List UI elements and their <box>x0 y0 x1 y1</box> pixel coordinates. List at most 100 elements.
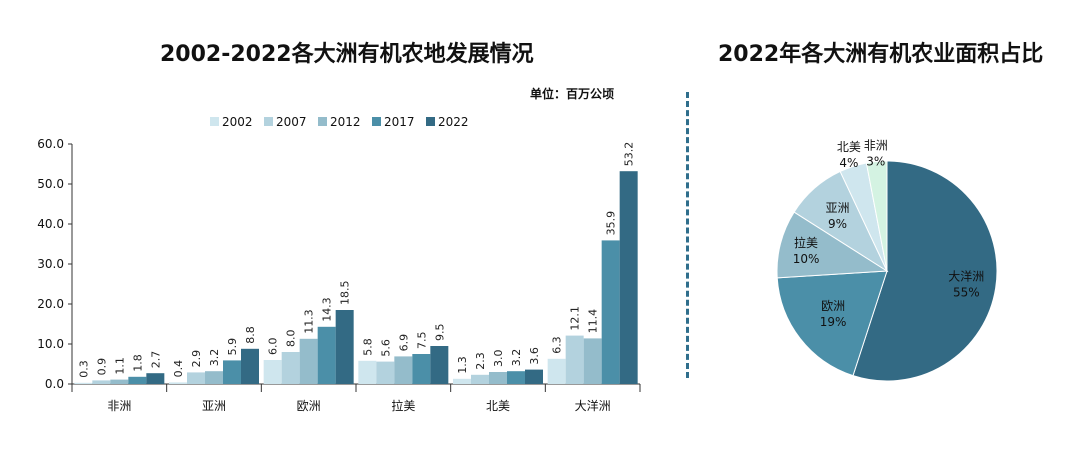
bar <box>430 346 449 384</box>
legend-label: 2002 <box>222 115 253 129</box>
legend-label: 2007 <box>276 115 307 129</box>
pie-slice-percent: 9% <box>828 217 847 231</box>
bar-data-label: 14.3 <box>321 297 334 322</box>
bar-data-label: 5.6 <box>379 339 392 357</box>
y-tick-label: 60.0 <box>37 137 64 151</box>
bar-data-label: 5.9 <box>226 338 239 356</box>
bar-data-label: 1.1 <box>113 357 126 375</box>
bar-data-label: 3.2 <box>510 349 523 367</box>
bar <box>92 380 111 384</box>
bar-data-label: 11.4 <box>587 309 600 334</box>
bar-data-label: 12.1 <box>569 306 582 331</box>
bar <box>394 356 413 384</box>
x-category-label: 亚洲 <box>202 399 226 413</box>
x-category-label: 非洲 <box>107 399 131 413</box>
bar <box>317 326 336 384</box>
bar-data-label: 3.6 <box>528 347 541 365</box>
legend-swatch <box>318 117 327 126</box>
y-tick-label: 20.0 <box>37 297 64 311</box>
bar <box>601 240 620 384</box>
pie-slice-label: 大洋洲 <box>948 269 984 284</box>
pie-slice-percent: 10% <box>793 252 820 266</box>
bar-data-label: 5.8 <box>361 338 374 356</box>
bar <box>205 371 223 384</box>
bar <box>187 372 205 384</box>
bar-data-label: 6.3 <box>551 336 564 354</box>
bar <box>489 372 507 384</box>
bar-data-label: 1.3 <box>456 356 469 374</box>
bar-chart-title: 2002-2022各大洲有机农地发展情况 <box>160 42 534 67</box>
bar-chart: 0.0 10.0 20.0 30.0 40.0 50.0 60.0 0.3 0.9 1.1 1.8 2… <box>37 115 641 413</box>
bar-data-label: 9.5 <box>433 324 446 342</box>
bar <box>74 382 93 384</box>
pie-slice-percent: 55% <box>953 286 980 300</box>
bar-data-label: 0.9 <box>95 358 108 376</box>
bar-data-label: 53.2 <box>623 142 636 167</box>
bar-data-label: 35.9 <box>605 211 618 236</box>
chart-divider <box>686 92 689 378</box>
pie-slice <box>852 160 998 382</box>
legend-label: 2017 <box>384 115 415 129</box>
y-tick-label: 50.0 <box>37 177 64 191</box>
bar-data-label: 18.5 <box>339 281 352 306</box>
y-tick-label: 30.0 <box>37 257 64 271</box>
bar <box>146 373 165 384</box>
bar <box>223 360 241 384</box>
pie-chart: 大洋洲 55% 欧洲 19% 拉美 10% 亚洲 9% 北美 4% 非洲 3% <box>776 139 998 382</box>
pie-slice <box>776 270 888 377</box>
bar <box>619 171 638 384</box>
legend-swatch <box>426 117 435 126</box>
bar <box>263 360 282 384</box>
pie-slice-label: 欧洲 <box>821 299 845 313</box>
bar-data-label: 3.0 <box>492 350 505 368</box>
bar <box>335 310 354 384</box>
bar-data-label: 2.7 <box>149 351 162 369</box>
x-category-label: 北美 <box>486 399 510 413</box>
bar <box>547 358 566 384</box>
bar-data-label: 3.2 <box>208 349 221 367</box>
bar-data-label: 2.3 <box>474 352 487 370</box>
bar <box>412 354 431 384</box>
bar-data-label: 11.3 <box>303 309 316 334</box>
bar <box>299 338 318 384</box>
bar <box>376 361 395 384</box>
pie-slice <box>865 160 888 272</box>
bar <box>281 352 300 384</box>
pie-slice-label: 拉美 <box>794 235 818 250</box>
bar-data-label: 2.9 <box>190 350 203 368</box>
x-category-label: 欧洲 <box>297 399 321 413</box>
bar-data-label: 7.5 <box>415 332 428 350</box>
bar <box>169 382 187 384</box>
unit-label: 单位：百万公顷 <box>530 87 615 101</box>
legend-swatch <box>372 117 381 126</box>
bar <box>358 360 377 384</box>
pie-slice-label: 非洲 <box>864 139 888 153</box>
bar <box>453 378 471 384</box>
y-tick-label: 10.0 <box>37 337 64 351</box>
bar-data-label: 1.8 <box>131 354 144 372</box>
bar <box>507 371 525 384</box>
bar-data-label: 8.8 <box>244 326 257 344</box>
bar-data-label: 6.9 <box>397 334 410 352</box>
bar <box>525 369 543 384</box>
x-category-label: 大洋洲 <box>575 398 611 413</box>
y-tick-label: 0.0 <box>45 377 64 391</box>
bar-data-label: 0.4 <box>172 360 185 378</box>
bar <box>565 335 584 384</box>
pie-slice-percent: 3% <box>866 155 885 169</box>
bar <box>110 379 129 384</box>
pie-slice-label: 北美 <box>837 140 861 154</box>
pie-chart-title: 2022年各大洲有机农业面积占比 <box>718 42 1044 67</box>
bar-data-label: 6.0 <box>267 338 280 356</box>
bar <box>241 348 259 384</box>
pie-slice-label: 亚洲 <box>826 201 850 215</box>
bar <box>471 374 489 384</box>
y-tick-label: 40.0 <box>37 217 64 231</box>
pie-slice-percent: 19% <box>820 315 847 329</box>
bar <box>583 338 602 384</box>
legend-swatch <box>264 117 273 126</box>
bar-data-label: 8.0 <box>285 330 298 348</box>
legend-swatch <box>210 117 219 126</box>
x-category-label: 拉美 <box>391 398 415 413</box>
bar <box>128 376 147 384</box>
